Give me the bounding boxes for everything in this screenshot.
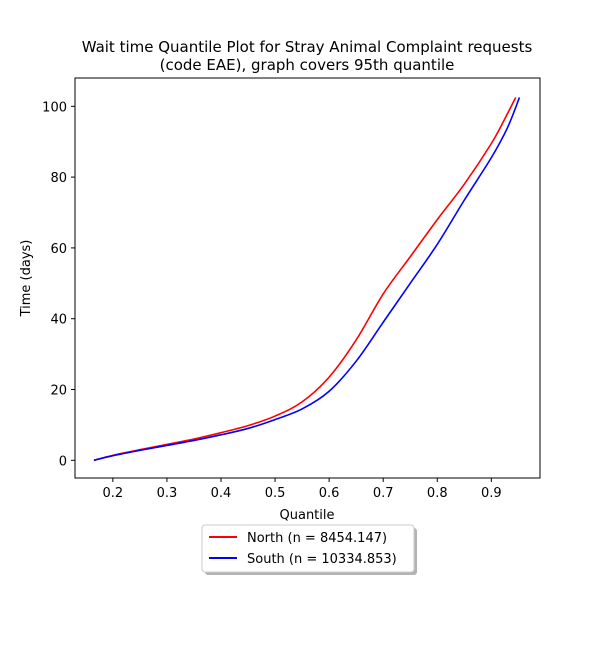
series-layer: [93, 97, 521, 462]
y-tick-label: 20: [50, 384, 67, 399]
x-axis-label: Quantile: [280, 508, 335, 523]
y-axis: 0 20 40 60 80 100: [42, 100, 75, 469]
legend-label-south: South (n = 10334.853): [247, 552, 397, 567]
series-line-south: [93, 97, 521, 462]
y-axis-label: Time (days): [19, 240, 34, 318]
chart-title-line-1: Wait time Quantile Plot for Stray Animal…: [82, 38, 533, 56]
chart-title: Wait time Quantile Plot for Stray Animal…: [82, 38, 533, 74]
plot-area: [74, 77, 541, 479]
y-tick-label: 0: [59, 454, 67, 469]
x-tick-label: 0.8: [427, 486, 448, 501]
x-tick-label: 0.9: [481, 486, 502, 501]
x-tick-label: 0.4: [211, 486, 232, 501]
x-axis: 0.2 0.3 0.4 0.5 0.6 0.7 0.8 0.9: [103, 478, 502, 501]
legend-box: [201, 524, 415, 573]
series-line-north: [93, 97, 517, 462]
x-tick-label: 0.6: [319, 486, 340, 501]
legend-label-north: North (n = 8454.147): [247, 531, 387, 546]
y-tick-label: 60: [50, 242, 67, 257]
y-tick-label: 40: [50, 313, 67, 328]
y-tick-label: 80: [50, 171, 67, 186]
x-tick-label: 0.3: [157, 486, 178, 501]
legend: North (n = 8454.147) South (n = 10334.85…: [201, 524, 417, 575]
x-tick-label: 0.7: [373, 486, 394, 501]
y-tick-label: 100: [42, 100, 67, 115]
x-tick-label: 0.2: [103, 486, 124, 501]
chart-title-line-2: (code EAE), graph covers 95th quantile: [160, 56, 455, 74]
x-tick-label: 0.5: [265, 486, 286, 501]
